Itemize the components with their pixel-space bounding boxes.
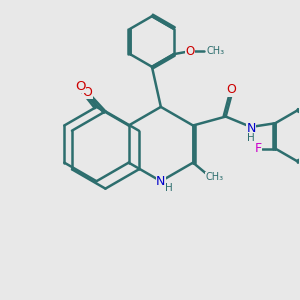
- Text: O: O: [82, 85, 92, 98]
- Text: O: O: [227, 83, 237, 96]
- Text: CH₃: CH₃: [206, 172, 224, 182]
- Text: H: H: [247, 133, 254, 143]
- Text: N: N: [246, 122, 256, 135]
- Text: O: O: [185, 45, 195, 58]
- Text: CH₃: CH₃: [206, 46, 224, 56]
- Text: H: H: [165, 183, 173, 193]
- Text: O: O: [75, 80, 86, 93]
- Text: N: N: [156, 175, 166, 188]
- Text: F: F: [255, 142, 262, 155]
